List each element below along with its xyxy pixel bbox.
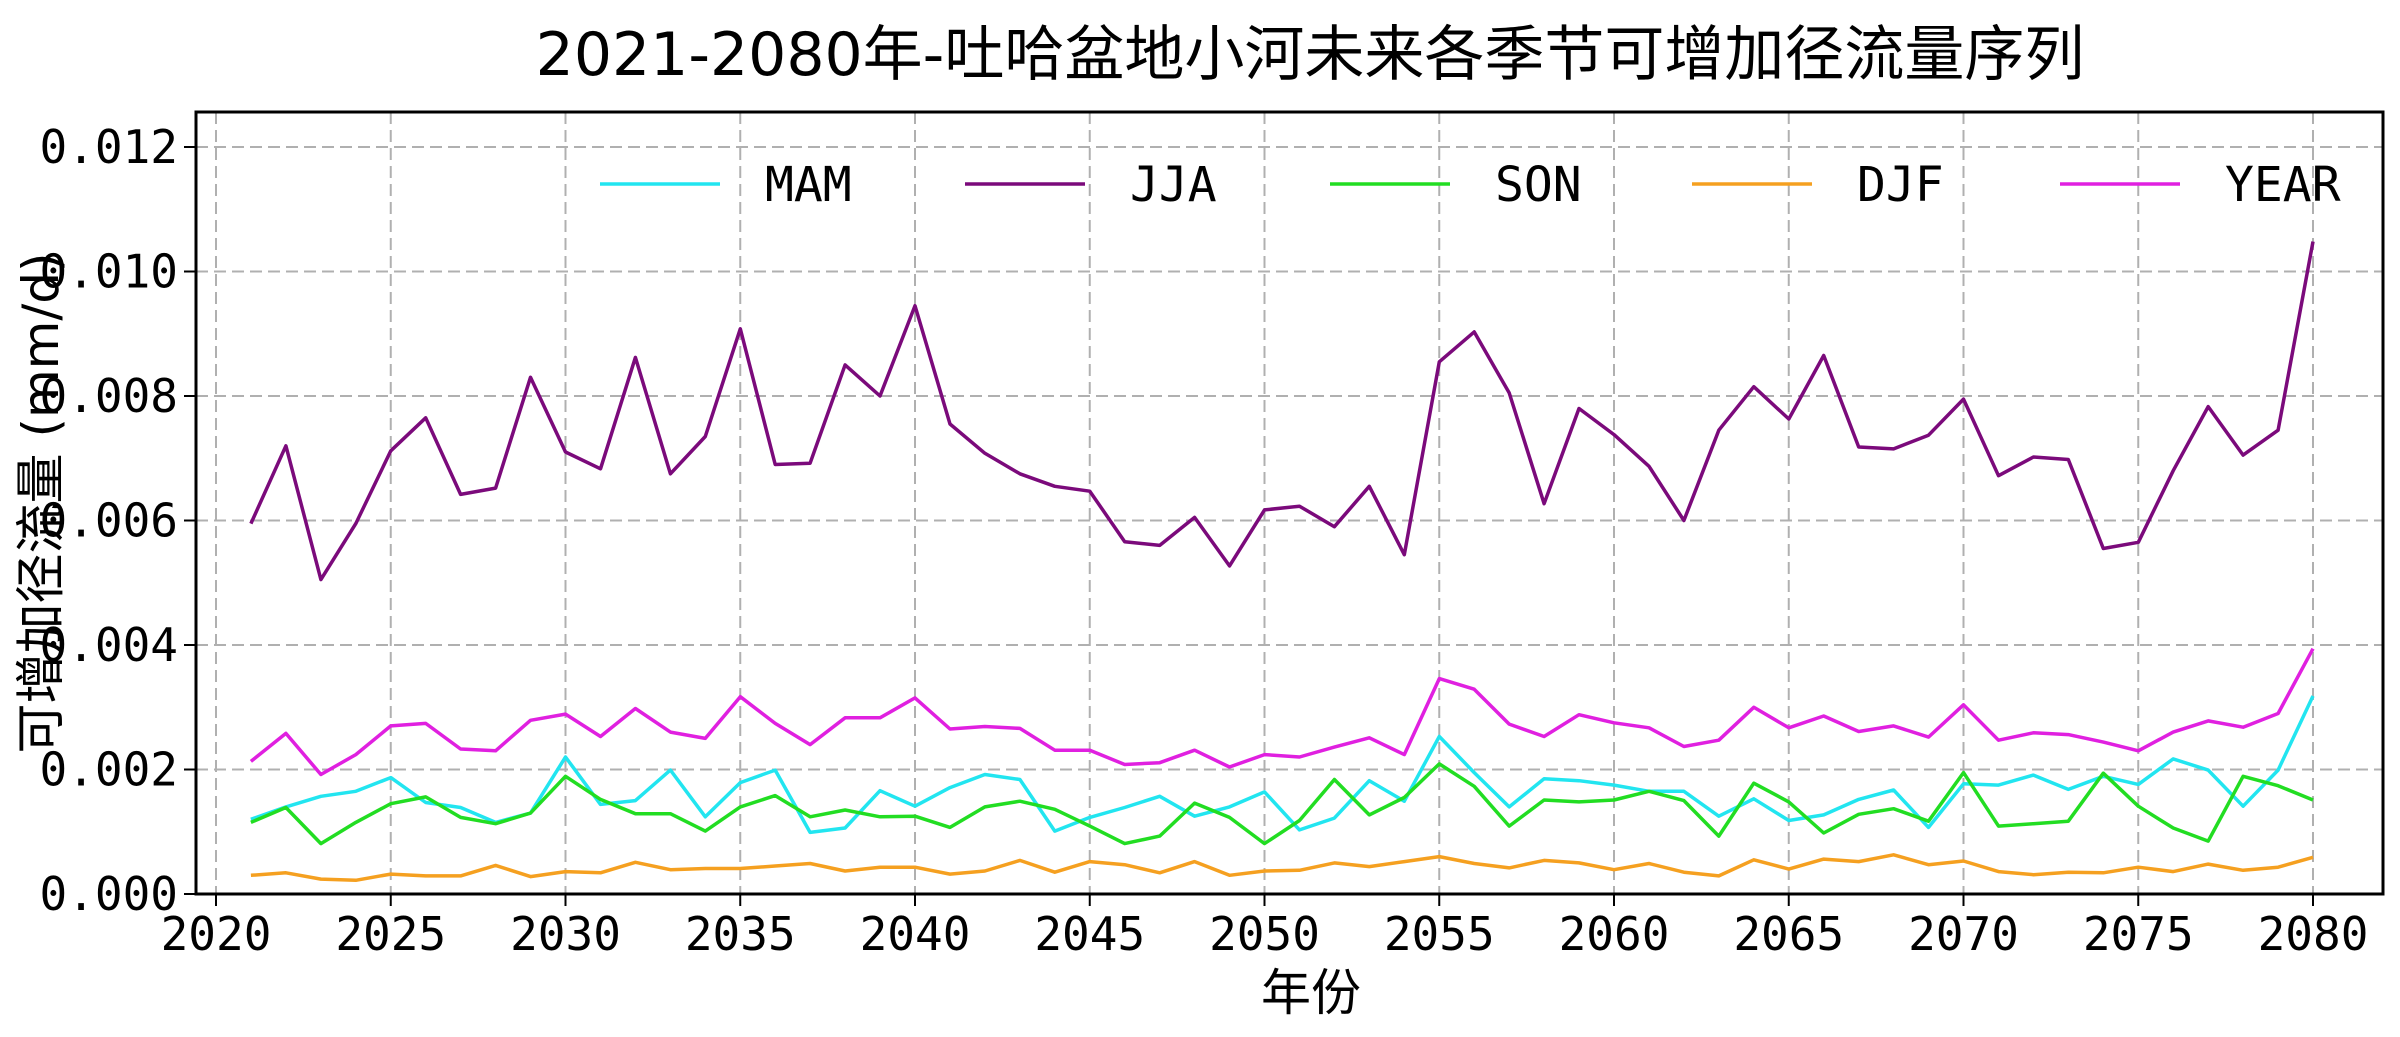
x-tick-label: 2060 <box>1559 907 1670 961</box>
series-line-djf <box>250 853 2314 883</box>
chart-title: 2021-2080年-吐哈盆地小河未来各季节可增加径流量序列 <box>536 20 2085 90</box>
x-tick-label: 2035 <box>685 907 796 961</box>
y-axis: 0.000 0.002 0.004 0.006 0.008 0.010 0.012 <box>40 120 196 921</box>
x-tick-label: 2030 <box>510 907 621 961</box>
legend-label-djf: DJF <box>1857 157 1944 213</box>
x-tick-label: 2020 <box>161 907 272 961</box>
x-tick-label: 2025 <box>335 907 446 961</box>
y-tick-label: 0.008 <box>40 369 178 423</box>
y-axis-label: 可增加径流量 (mm/d) <box>12 253 70 754</box>
legend: MAM JJA SON DJF YEAR <box>600 157 2341 213</box>
y-tick-label: 0.002 <box>40 743 178 797</box>
x-axis: 2020 2025 2030 2035 2040 2045 2050 2055 2060 2065… <box>161 894 2369 961</box>
x-tick-label: 2075 <box>2083 907 2194 961</box>
legend-label-year: YEAR <box>2225 157 2341 213</box>
plot-frame <box>194 110 2385 896</box>
series-line-jja <box>249 241 2315 582</box>
legend-label-son: SON <box>1495 157 1582 213</box>
y-tick-label: 0.004 <box>40 618 178 672</box>
y-tick-label: 0.010 <box>40 245 178 299</box>
series-lines <box>249 241 2315 883</box>
legend-label-jja: JJA <box>1130 157 1217 213</box>
x-tick-label: 2040 <box>860 907 971 961</box>
series-line-son <box>250 762 2314 846</box>
y-tick-label: 0.000 <box>40 867 178 921</box>
grid <box>196 112 2383 895</box>
x-tick-label: 2065 <box>1733 907 1844 961</box>
x-tick-label: 2050 <box>1209 907 1320 961</box>
x-tick-label: 2070 <box>1908 907 2019 961</box>
x-tick-label: 2080 <box>2258 907 2369 961</box>
legend-label-mam: MAM <box>765 157 852 213</box>
series-line-year <box>249 647 2315 777</box>
x-tick-label: 2055 <box>1384 907 1495 961</box>
x-axis-label: 年份 <box>1261 964 1361 1022</box>
y-tick-label: 0.012 <box>40 120 178 174</box>
x-tick-label: 2045 <box>1034 907 1145 961</box>
y-tick-label: 0.006 <box>40 494 178 548</box>
